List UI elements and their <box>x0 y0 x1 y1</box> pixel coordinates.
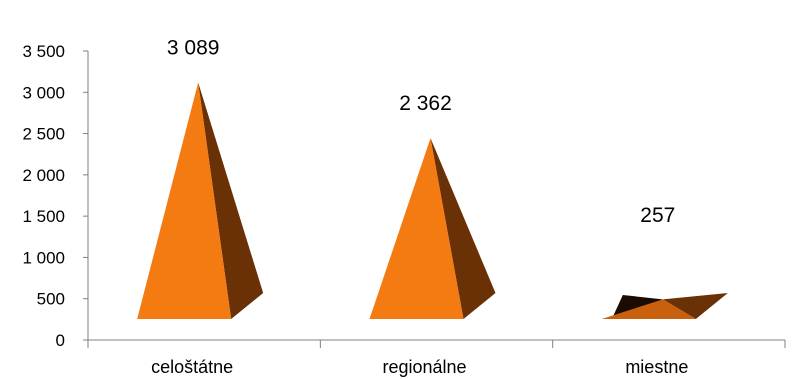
data-label: 3 089 <box>167 36 220 59</box>
pyramid-side-face <box>198 82 264 319</box>
data-label: 2 362 <box>399 92 452 115</box>
pyramid-side-face <box>430 138 496 319</box>
y-tick-label: 3 500 <box>22 42 65 61</box>
y-tick-label: 2 500 <box>22 125 65 144</box>
y-tick-label: 1 000 <box>22 248 65 267</box>
data-label: 257 <box>640 204 675 227</box>
x-axis <box>87 339 786 348</box>
pyramid-front-face <box>137 82 232 319</box>
pyramid-side-face <box>662 293 728 319</box>
chart-marks <box>137 82 728 319</box>
pyramid-front-face <box>369 138 464 319</box>
pyramid-front-face <box>601 299 696 319</box>
y-tick-label: 2 000 <box>22 166 65 185</box>
y-tick-label: 500 <box>37 290 65 309</box>
y-tick-label: 1 500 <box>22 207 65 226</box>
y-tick-label: 0 <box>56 331 65 350</box>
category-label: miestne <box>625 357 688 377</box>
y-tick-label: 3 000 <box>22 83 65 102</box>
category-label: regionálne <box>382 357 466 377</box>
category-label: celoštátne <box>151 357 233 377</box>
chart-labels: 3 089 celoštátne 2 362 regionálne 257 miestne <box>151 36 688 377</box>
y-axis: 0 500 1 000 1 500 2 000 2 500 3 000 3 500 <box>22 42 89 350</box>
